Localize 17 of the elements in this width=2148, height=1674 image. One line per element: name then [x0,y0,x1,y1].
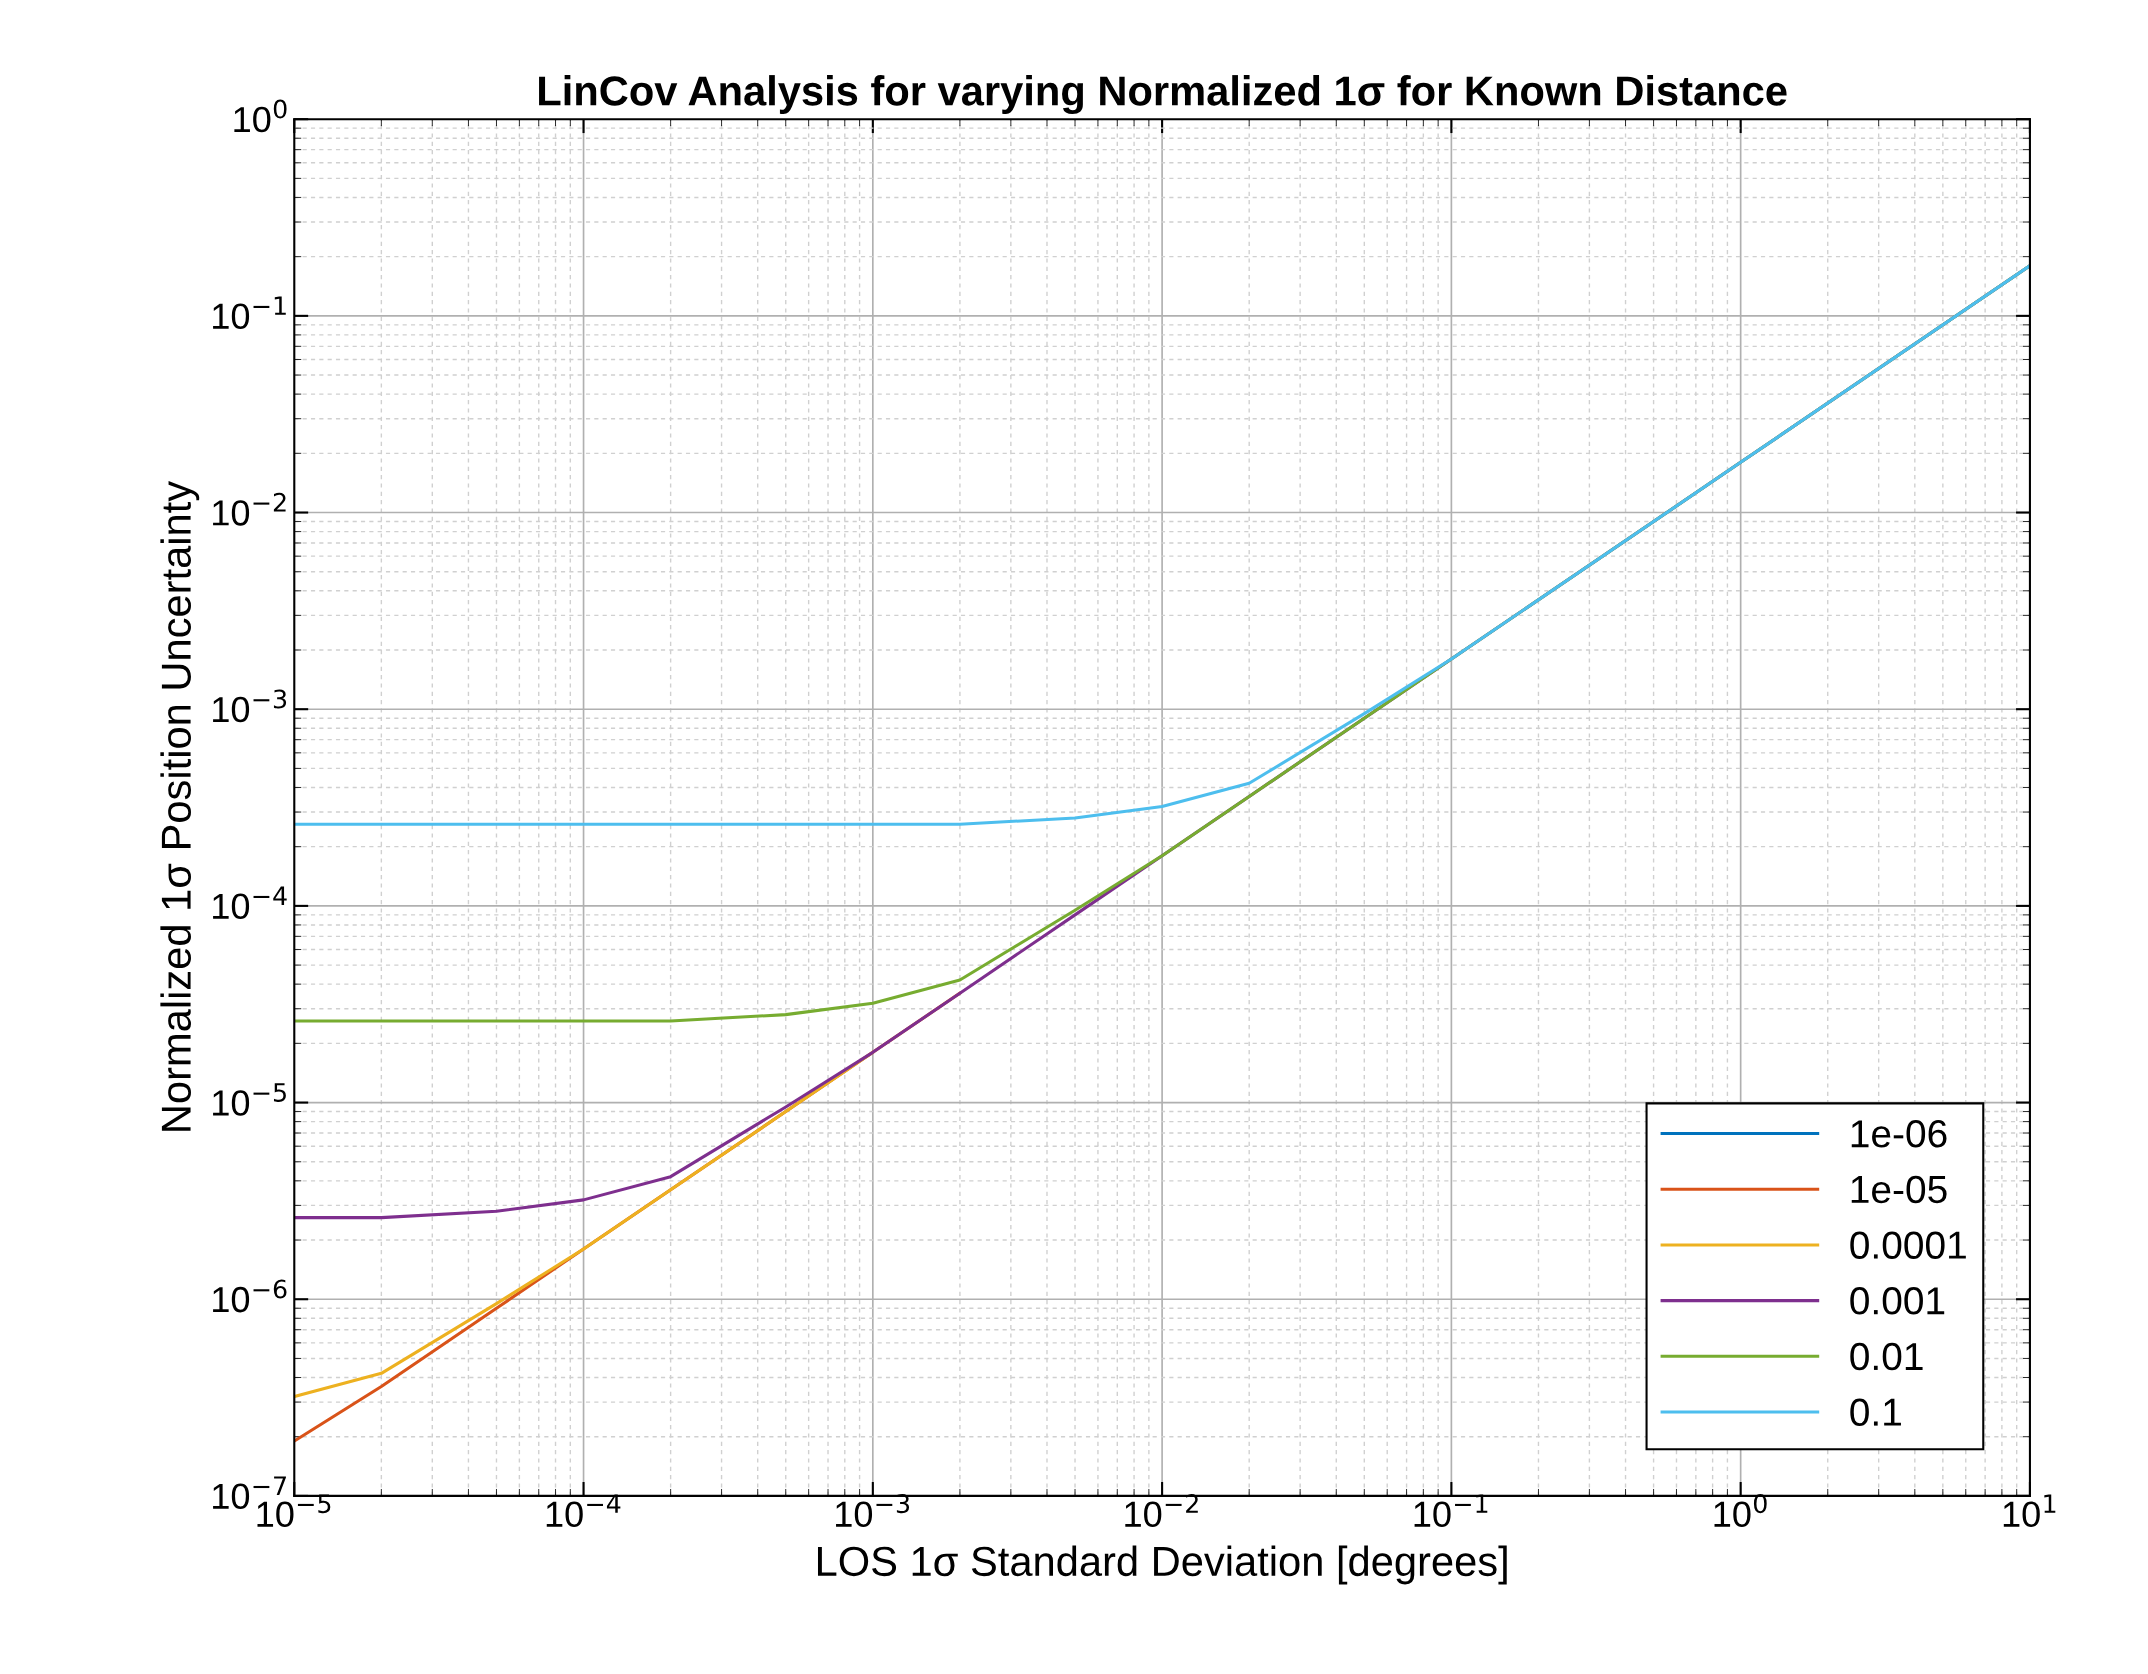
legend-label: 0.0001 [1850,1231,1966,1259]
legend-label: 1e-06 [1851,1119,1947,1148]
y-tick-label: 10$^{−6}$ [213,1279,287,1313]
x-axis-title: LOS 1σ Standard Deviation [degrees] [817,1545,1507,1585]
y-tick-label: 10$^{−1}$ [213,296,286,330]
y-tick-label: 10$^{−5}$ [213,1083,286,1116]
y-axis-title: Normalized 1σ Position Uncertainty [160,480,200,1131]
legend-label: 1e-05 [1851,1175,1947,1204]
x-tick-label: 10$^{1}$ [2003,1494,2056,1528]
y-tick-label: 10$^{−2}$ [213,492,286,526]
chart-title: LinCov Analysis for varying Normalized 1σ for Known Distance [539,75,1787,115]
y-tick-label: 10$^{−4}$ [213,886,287,920]
y-tick-label: 10$^{−3}$ [213,689,287,723]
legend-label: 0.01 [1850,1342,1923,1371]
y-tick-label: 10$^{0}$ [234,99,287,133]
legend-label: 0.001 [1850,1287,1945,1315]
legend-label: 0.1 [1850,1398,1901,1427]
